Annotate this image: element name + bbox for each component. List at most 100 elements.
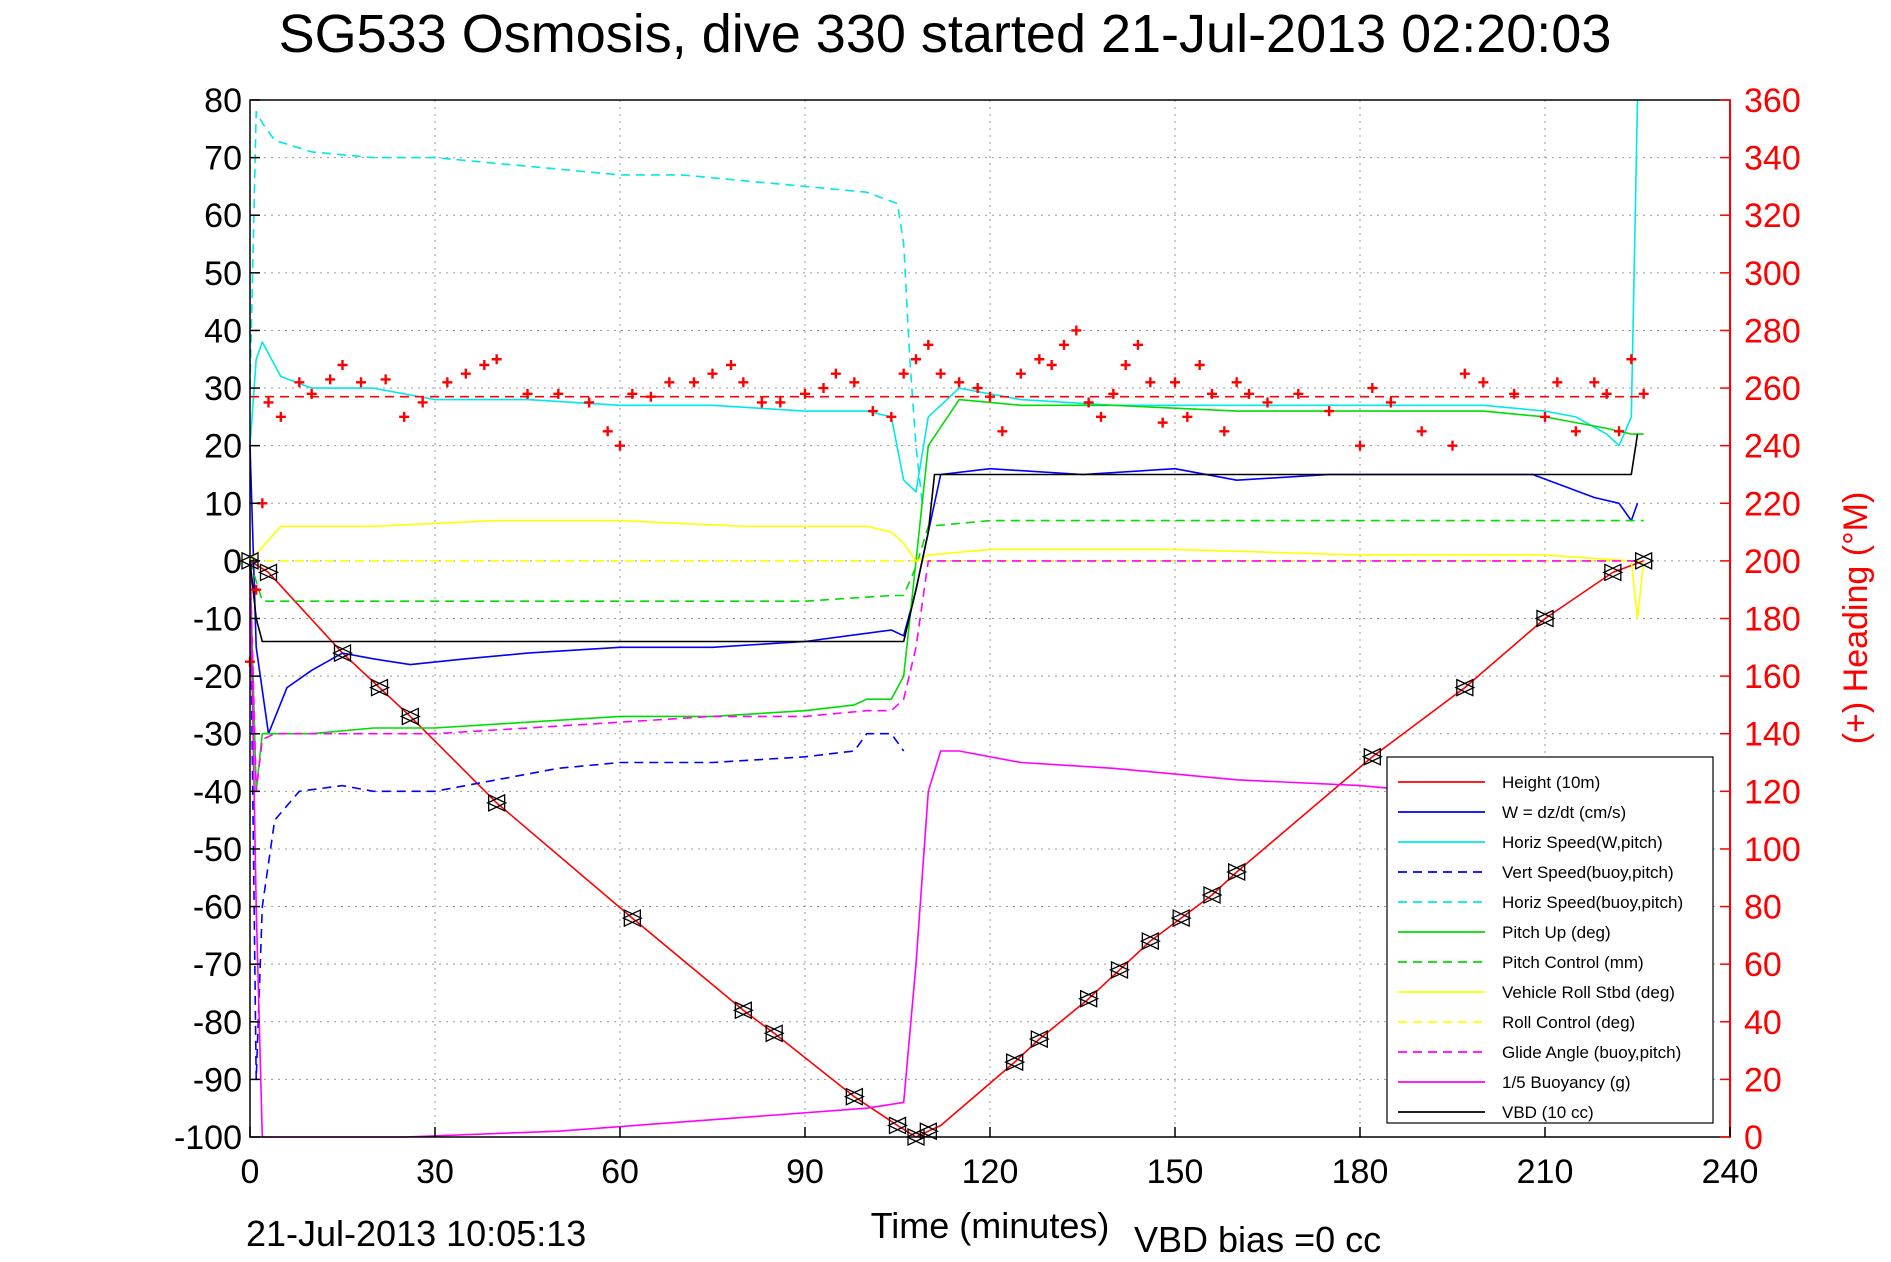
heading-point [1570,426,1581,437]
y-right-tick-label: 300 [1744,255,1801,293]
y-tick-label: -70 [193,946,242,984]
heading-point [985,391,995,402]
heading-point [306,388,317,399]
marker-triangle-left [886,1116,907,1135]
legend-label: W = dz/dt (cm/s) [1502,803,1626,822]
heading-point [1046,360,1057,371]
heading-point [479,360,490,371]
y-axis-right: 0 20 40 60 80 100 120 140 160 180 200 220 240 260 280 3… [1720,82,1801,1157]
y-tick-label: -90 [193,1061,242,1099]
y-right-tick-label: 280 [1744,312,1801,350]
heading-point [1120,360,1131,371]
heading-point [1145,377,1156,388]
heading-point [399,411,410,422]
y-tick-label: 40 [204,312,242,350]
height-marker [1139,932,1161,951]
series-pitch-up-deg [249,398,1644,793]
y-tick-label: 70 [204,140,242,178]
heading-point [1231,377,1242,388]
y-tick-label: 0 [223,543,242,581]
heading-point [356,377,366,388]
y-right-tick-label: 240 [1744,428,1801,466]
height-marker [257,563,280,582]
height-marker [486,793,508,812]
legend-box [1386,756,1714,1124]
legend: Height (10m) W = dz/dt (cm/s) Horiz Speed(… [1386,756,1714,1124]
heading-point [627,388,638,399]
y-right-tick-label: 360 [1744,82,1801,120]
marker-triangle-left [1139,932,1159,951]
footer-vbd-bias: VBD bias =0 cc [1134,1219,1381,1260]
height-marker [917,1122,939,1141]
heading-point [460,368,471,379]
height-marker-layer [239,551,1655,1147]
marker-triangle-left [399,707,419,726]
heading-point [1447,440,1458,451]
legend-label: Roll Control (deg) [1502,1013,1635,1032]
series-heading [245,325,1649,667]
heading-point [1194,360,1205,371]
legend-label: Vert Speed(buoy,pitch) [1502,863,1674,882]
y-right-tick-label: 20 [1744,1061,1782,1099]
height-marker [843,1087,865,1106]
heading-point [1367,383,1378,394]
marker-triangle-left [1602,563,1622,582]
heading-point [1355,440,1365,451]
marker-triangle-left [621,909,641,928]
heading-point [923,339,934,350]
heading-point [1540,411,1550,422]
heading-point [1083,397,1094,408]
heading-point [275,411,286,422]
y-right-tick-label: 60 [1744,946,1782,984]
marker-triangle-left [257,563,278,582]
heading-point [584,397,595,408]
heading-point [886,411,897,422]
heading-point [935,368,946,379]
marker-triangle-left [1170,909,1190,928]
marker-triangle-left [486,793,506,812]
heading-point [1182,411,1193,422]
height-marker [1361,747,1383,766]
heading-point [800,388,810,399]
legend-label: Pitch Up (deg) [1502,923,1611,942]
y-axis-right-label: (+) Heading (°M) [1837,492,1875,745]
heading-point [522,388,533,399]
heading-point [1262,397,1273,408]
heading-point [1015,368,1026,379]
height-marker [1004,1053,1026,1072]
heading-point [442,377,453,388]
heading-point [1324,406,1335,417]
heading-point [898,368,909,379]
heading-point [1459,368,1470,379]
y-right-tick-label: 40 [1744,1004,1782,1042]
series-vbd-10-cc [249,433,1639,643]
height-marker [1201,886,1223,905]
heading-point [849,377,860,388]
heading-point [1108,388,1119,399]
heading-point [337,360,348,371]
legend-label: VBD (10 cc) [1502,1103,1594,1122]
heading-point [1059,339,1069,350]
heading-point [738,377,749,388]
x-tick-label: 60 [601,1153,639,1191]
heading-point [615,440,625,451]
heading-point [1244,388,1254,399]
series-vert-speed-buoy-pitch [249,560,905,1081]
heading-point [756,397,767,408]
heading-point [1034,354,1045,365]
heading-point [1638,388,1649,399]
series-height-10m [249,560,1644,1138]
marker-triangle-left [1028,1030,1048,1049]
heading-point [664,377,675,388]
y-right-tick-label: 180 [1744,601,1801,639]
y-tick-label: -40 [193,773,242,811]
heading-point [1096,411,1106,422]
y-right-tick-label: 260 [1744,370,1801,408]
marker-triangle-left [1534,609,1554,628]
marker-triangle-left [763,1024,783,1043]
marker-triangle-left [1633,551,1653,570]
heading-point [867,406,878,417]
heading-point [417,397,428,408]
height-marker [399,707,421,726]
